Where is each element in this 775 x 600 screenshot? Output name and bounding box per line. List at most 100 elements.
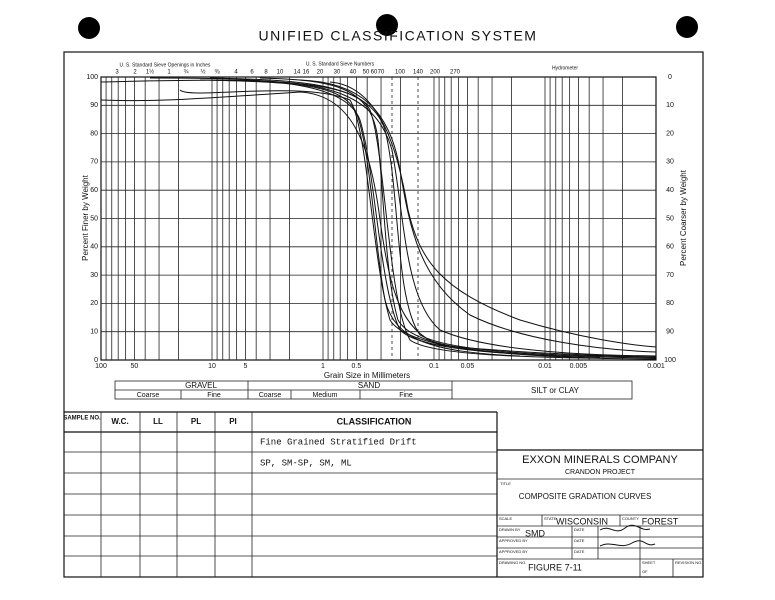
y-tick-label: 70 bbox=[90, 159, 98, 166]
sieve-label: ½ bbox=[200, 69, 205, 76]
field-label: STATE bbox=[544, 516, 557, 521]
x-tick-label: 0.1 bbox=[429, 363, 439, 370]
y-tick-label: 20 bbox=[90, 300, 98, 307]
y-tick-label: 80 bbox=[90, 130, 98, 137]
drawing-title: COMPOSITE GRADATION CURVES bbox=[519, 492, 652, 501]
sieve-label: 1 bbox=[167, 70, 171, 76]
class-sub: Medium bbox=[313, 392, 338, 399]
y-tick-label: 30 bbox=[90, 272, 98, 279]
x-tick-label: 10 bbox=[208, 363, 216, 370]
table-header: LL bbox=[153, 417, 163, 426]
company: EXXON MINERALS COMPANY bbox=[522, 454, 678, 466]
sieve-label: 140 bbox=[413, 70, 424, 76]
sieve-label: 4 bbox=[234, 70, 238, 76]
y2-tick-label: 60 bbox=[666, 244, 674, 251]
y-tick-label: 40 bbox=[90, 244, 98, 251]
x-tick-label: 0.005 bbox=[570, 363, 588, 370]
field-label: REVISION NO. bbox=[675, 560, 702, 565]
sieve-label: 14 bbox=[294, 70, 301, 76]
sieve-label: 2 bbox=[133, 70, 137, 76]
y2-tick-label: 100 bbox=[664, 357, 676, 364]
project: CRANDON PROJECT bbox=[565, 469, 636, 476]
axis-label: Grain Size in Millimeters bbox=[324, 371, 410, 380]
field-label: COUNTY bbox=[622, 516, 639, 521]
punch-hole bbox=[676, 16, 698, 38]
top-label: Hydrometer bbox=[552, 65, 578, 71]
y2-tick-label: 40 bbox=[666, 187, 674, 194]
drawing-number: FIGURE 7-11 bbox=[528, 562, 582, 572]
y2-tick-label: 30 bbox=[666, 159, 674, 166]
sieve-label: 20 bbox=[317, 70, 324, 76]
grid bbox=[100, 76, 657, 361]
punch-hole bbox=[376, 14, 398, 36]
soil-classes bbox=[114, 380, 633, 400]
field-label: SCALE bbox=[499, 516, 512, 521]
field-label: DATE bbox=[574, 527, 585, 532]
sieve-label: 10 bbox=[277, 70, 284, 76]
field-label: DATE bbox=[574, 538, 585, 543]
y2-tick-label: 70 bbox=[666, 272, 674, 279]
sieve-label: ⅜ bbox=[214, 70, 220, 76]
y2-tick-label: 20 bbox=[666, 130, 674, 137]
sieve-label: 30 bbox=[334, 70, 341, 76]
class-label: SAND bbox=[358, 381, 380, 390]
x-tick-label: 0.001 bbox=[647, 363, 665, 370]
field-label: OF bbox=[642, 569, 648, 574]
table-header: CLASSIFICATION bbox=[337, 416, 412, 426]
x-tick-label: 5 bbox=[243, 363, 247, 370]
field-label: APPROVED BY bbox=[499, 549, 528, 554]
punch-hole bbox=[78, 17, 100, 39]
table-header: PI bbox=[229, 417, 237, 426]
table-header: PL bbox=[191, 417, 201, 426]
sieve-label: 70 bbox=[378, 70, 385, 76]
field-value: SMD bbox=[525, 528, 546, 538]
field-label: DRAWN BY bbox=[499, 527, 521, 532]
sieve-label: 60 bbox=[371, 70, 378, 76]
x-tick-label: 100 bbox=[95, 363, 107, 370]
field-value: FOREST bbox=[642, 516, 679, 526]
y-tick-label: 90 bbox=[90, 102, 98, 109]
class-sub: Fine bbox=[207, 392, 221, 399]
x-tick-label: 0.5 bbox=[352, 363, 362, 370]
signature bbox=[599, 540, 656, 547]
sieve-label: 3 bbox=[115, 70, 119, 76]
table-cell: Fine Grained Stratified Drift bbox=[260, 437, 417, 447]
sieve-label: 50 bbox=[363, 70, 370, 76]
sieve-label: 40 bbox=[350, 70, 357, 76]
x-tick-label: 0.05 bbox=[461, 363, 475, 370]
field-label: TITLE bbox=[500, 481, 511, 486]
table-cell: SP, SM-SP, SM, ML bbox=[260, 458, 352, 468]
signature bbox=[599, 524, 651, 532]
sieve-label: 1½ bbox=[146, 69, 154, 76]
y2-tick-label: 10 bbox=[666, 102, 674, 109]
top-label: U. S. Standard Sieve Openings in Inches bbox=[120, 62, 211, 68]
y2-tick-label: 50 bbox=[666, 215, 674, 222]
sieve-label: 100 bbox=[395, 70, 406, 76]
field-label: DRAWING NO. bbox=[499, 560, 526, 565]
class-label: SILT or CLAY bbox=[531, 386, 580, 395]
x-tick-label: 1 bbox=[321, 363, 325, 370]
class-sub: Fine bbox=[399, 392, 413, 399]
y-tick-label: 100 bbox=[86, 74, 98, 81]
field-label: SHEET bbox=[642, 560, 656, 565]
y-tick-label: 10 bbox=[90, 329, 98, 336]
y-tick-label: 0 bbox=[94, 357, 98, 364]
class-sub: Coarse bbox=[137, 392, 160, 399]
field-value: WISCONSIN bbox=[556, 516, 608, 526]
curves bbox=[100, 77, 657, 360]
axis-label: Percent Coarser by Weight bbox=[679, 169, 688, 266]
y2-tick-label: 80 bbox=[666, 300, 674, 307]
sieve-label: 8 bbox=[264, 70, 268, 76]
y2-tick-label: 90 bbox=[666, 329, 674, 336]
x-tick-label: 0.01 bbox=[538, 363, 552, 370]
field-label: DATE bbox=[574, 549, 585, 554]
x-tick-label: 50 bbox=[131, 363, 139, 370]
axis-label: Percent Finer by Weight bbox=[81, 174, 90, 260]
table-header: SAMPLE NO. bbox=[63, 416, 101, 422]
y2-tick-label: 0 bbox=[668, 74, 672, 81]
field-label: APPROVED BY bbox=[499, 538, 528, 543]
y-tick-label: 60 bbox=[90, 187, 98, 194]
sieve-label: 16 bbox=[303, 70, 310, 76]
sieve-label: 270 bbox=[450, 70, 461, 76]
sieve-label: 6 bbox=[250, 70, 254, 76]
